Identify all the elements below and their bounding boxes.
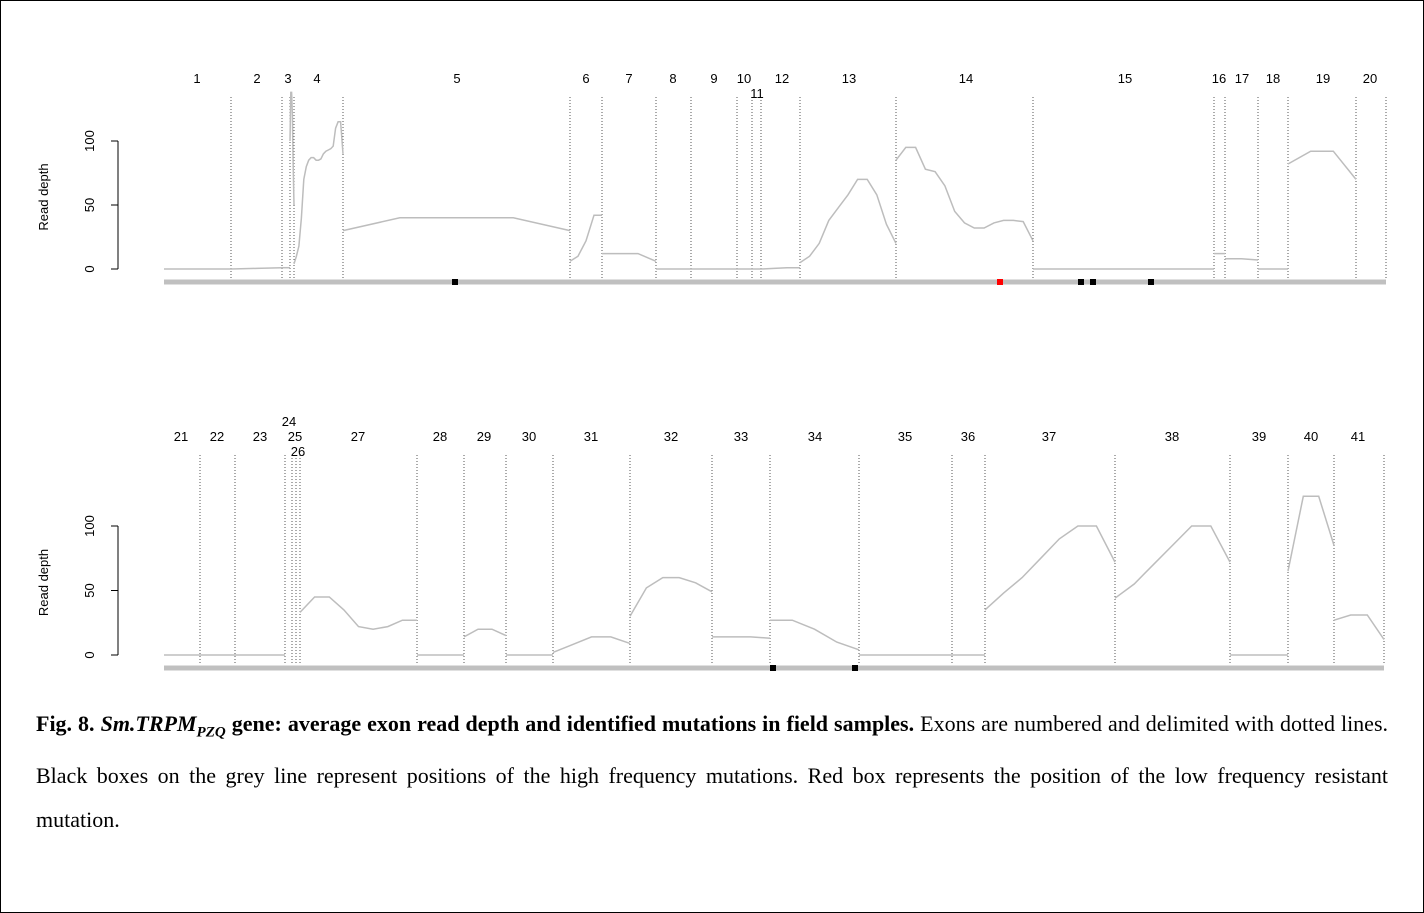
exon-label: 31	[584, 429, 598, 444]
exon-label: 27	[351, 429, 365, 444]
exon-label: 10	[737, 71, 751, 86]
exon-label: 16	[1212, 71, 1226, 86]
exon-label: 29	[477, 429, 491, 444]
exon-label: 4	[313, 71, 320, 86]
y-tick-label: 50	[82, 198, 97, 212]
exon-label: 37	[1042, 429, 1056, 444]
exon-label: 40	[1304, 429, 1318, 444]
exon-depth-line	[342, 217, 571, 232]
exon-label: 35	[898, 429, 912, 444]
high-frequency-mutation-marker	[1078, 279, 1084, 285]
exon-depth-line	[230, 266, 283, 270]
exon-label: 8	[669, 71, 676, 86]
exon-label: 5	[453, 71, 460, 86]
exon-label: 11	[750, 86, 764, 101]
gene-baseline	[164, 279, 1386, 285]
exon-label: 25	[288, 429, 302, 444]
exon-label: 38	[1165, 429, 1179, 444]
exon-label: 2	[253, 71, 260, 86]
exon-label: 3	[284, 71, 291, 86]
exon-depth-line	[299, 596, 417, 630]
exon-label: 34	[808, 429, 822, 444]
exon-depth-line	[1225, 258, 1259, 261]
exon-depth-line	[1287, 150, 1357, 180]
y-axis-label: Read depth	[36, 163, 51, 230]
exon-depth-line	[1287, 495, 1335, 572]
exon-label: 41	[1351, 429, 1365, 444]
exon-depth-line	[984, 525, 1116, 611]
exon-depth-line	[569, 214, 602, 262]
exon-label: 23	[253, 429, 267, 444]
exon-label: 7	[625, 71, 632, 86]
caption-fig-label: Fig. 8.	[36, 711, 95, 736]
exon-label: 6	[582, 71, 589, 86]
figure-caption: Fig. 8. Sm.TRPMPZQ gene: average exon re…	[36, 702, 1388, 842]
exon-depth-line	[602, 252, 657, 262]
exon-label: 12	[775, 71, 789, 86]
exon-depth-line	[712, 636, 771, 639]
exon-depth-line	[895, 146, 1034, 242]
exon-label: 24	[282, 414, 296, 429]
exon-label: 20	[1363, 71, 1377, 86]
exon-label: 17	[1235, 71, 1249, 86]
y-tick-label: 50	[82, 583, 97, 597]
exon-label: 13	[842, 71, 856, 86]
exon-depth-line	[1114, 525, 1231, 599]
exon-label: 30	[522, 429, 536, 444]
caption-body: Exons are numbered and delimited with do…	[36, 711, 1389, 833]
exon-label: 1	[193, 71, 200, 86]
high-frequency-mutation-marker	[852, 665, 858, 671]
caption-gene-name: Sm.TRPMPZQ	[100, 711, 226, 741]
exon-depth-line	[552, 636, 631, 654]
exon-depth-line	[629, 576, 713, 617]
exon-depth-line	[289, 91, 295, 206]
exon-label: 19	[1316, 71, 1330, 86]
exon-label: 33	[734, 429, 748, 444]
exon-depth-line	[760, 266, 800, 270]
y-tick-label: 0	[82, 265, 97, 272]
low-frequency-mutation-marker	[997, 279, 1003, 285]
exon-label: 22	[210, 429, 224, 444]
exon-depth-line	[463, 628, 507, 638]
exon-label: 9	[710, 71, 717, 86]
exon-label: 36	[961, 429, 975, 444]
high-frequency-mutation-marker	[770, 665, 776, 671]
exon-depth-line	[293, 121, 344, 265]
high-frequency-mutation-marker	[452, 279, 458, 285]
exon-depth-line	[1333, 614, 1385, 640]
y-axis-label: Read depth	[36, 549, 51, 616]
exon-label: 15	[1118, 71, 1132, 86]
y-tick-label: 100	[82, 515, 97, 537]
exon-label: 18	[1266, 71, 1280, 86]
y-tick-label: 100	[82, 130, 97, 152]
exon-label: 28	[433, 429, 447, 444]
exon-label: 21	[174, 429, 188, 444]
exon-label: 32	[664, 429, 678, 444]
caption-title: gene: average exon read depth and identi…	[225, 711, 915, 736]
high-frequency-mutation-marker	[1148, 279, 1154, 285]
exon-label: 39	[1252, 429, 1266, 444]
exon-depth-line	[770, 619, 860, 651]
exon-label: 26	[291, 444, 305, 459]
y-tick-label: 0	[82, 651, 97, 658]
exon-depth-line	[799, 178, 897, 264]
exon-label: 14	[959, 71, 973, 86]
high-frequency-mutation-marker	[1090, 279, 1096, 285]
